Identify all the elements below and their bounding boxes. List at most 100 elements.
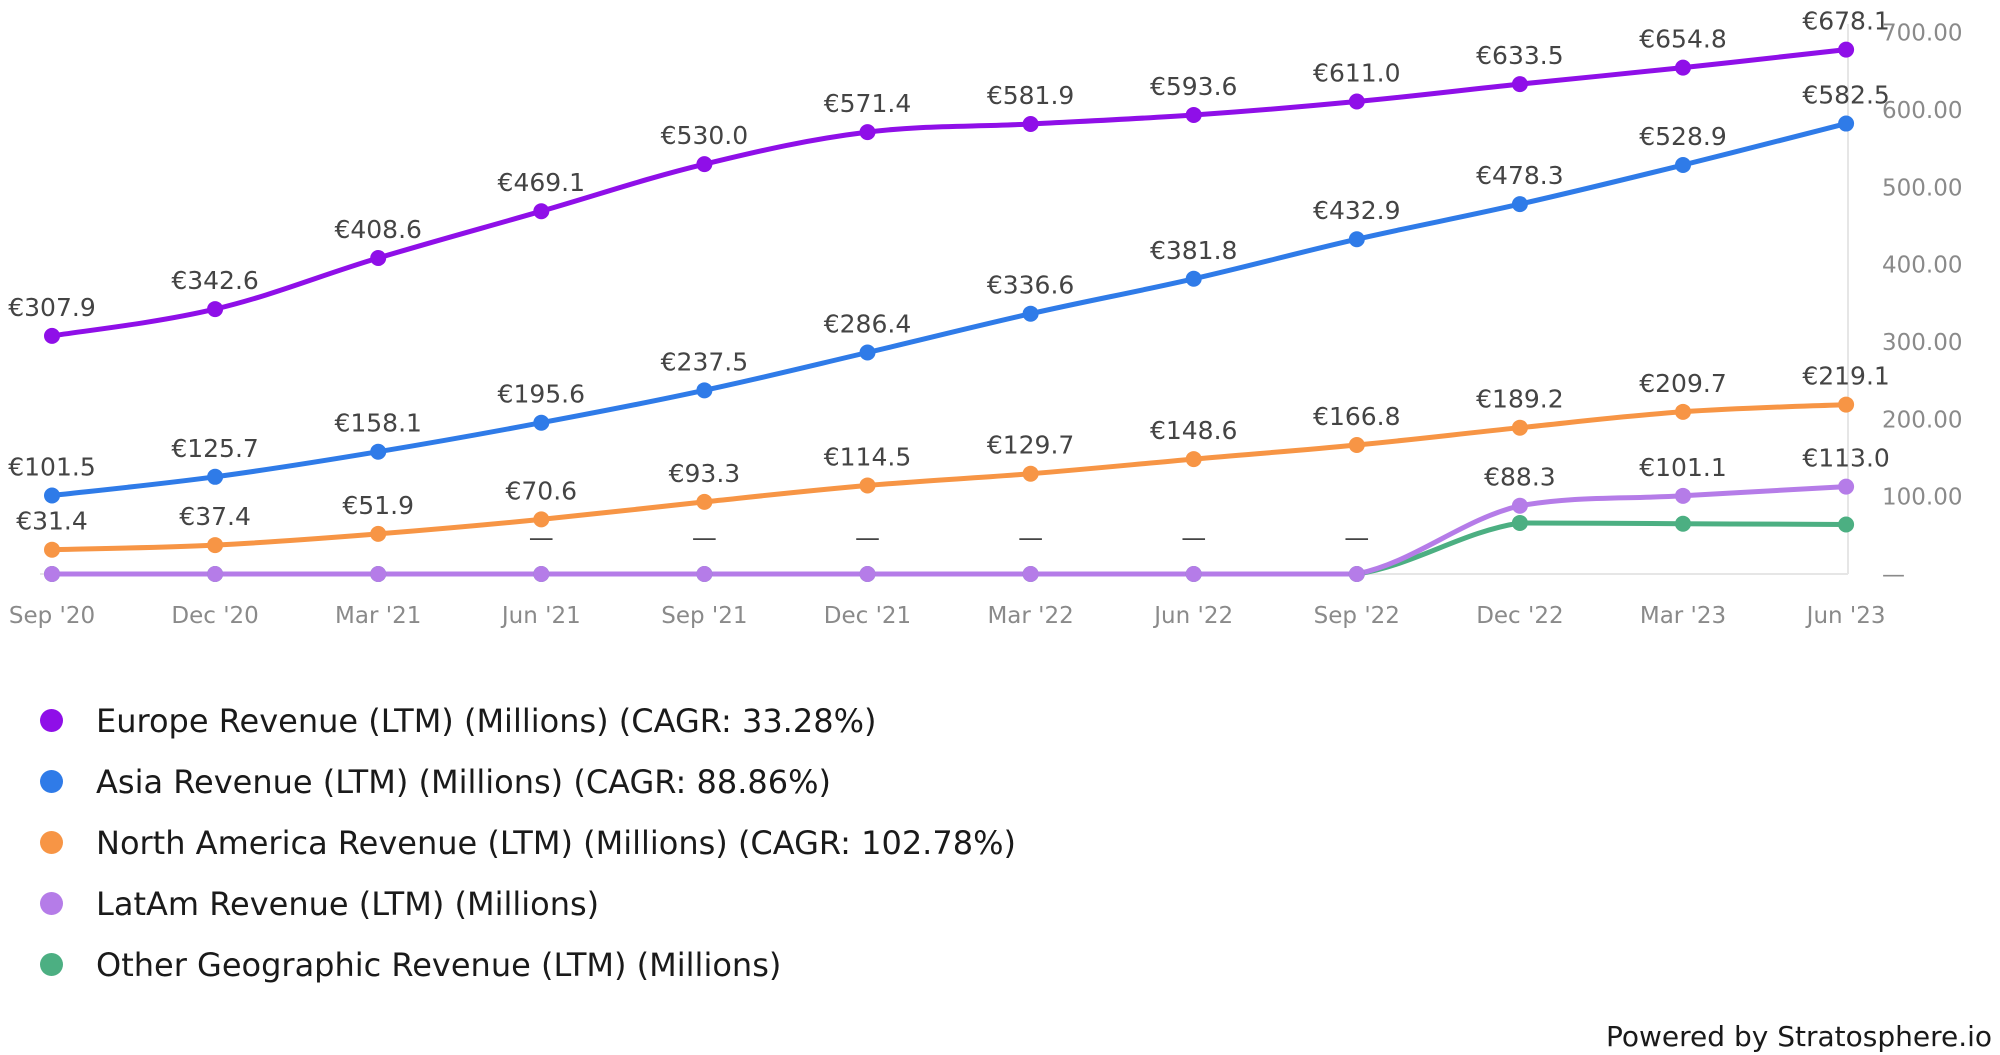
data-label-0-10: €654.8 [1639,25,1726,54]
x-tick-label-10: Mar '23 [1640,603,1726,629]
data-point-2-10[interactable] [1675,403,1691,420]
data-point-1-1[interactable] [207,468,224,485]
data-point-0-5[interactable] [859,124,876,141]
data-point-1-2[interactable] [370,443,387,460]
data-point-2-11[interactable] [1838,396,1855,413]
footer-credit: Powered by Stratosphere.io [1606,1020,1992,1053]
data-label-0-3: €469.1 [498,168,585,197]
data-point-0-9[interactable] [1511,76,1528,93]
data-point-1-5[interactable] [859,344,876,361]
data-label-1-7: €381.8 [1150,236,1237,265]
line-chart: €307.9 €342.6 €408.6 €469.1 €530.0 €571.4 €581… [8,7,1962,629]
data-label-3-11: €113.0 [1802,444,1889,473]
data-label-0-1: €342.6 [171,266,258,295]
legend-label: North America Revenue (LTM) (Millions) (… [96,823,1016,862]
x-tick-label-4: Sep '21 [661,603,747,629]
data-label-1-1: €125.7 [171,434,258,463]
series-line-1 [49,121,1849,498]
data-label-1-8: €432.9 [1313,196,1400,225]
data-label-0-4: €530.0 [661,121,748,150]
data-label-2-5: €114.5 [824,442,911,471]
y-tick-label-3: 400.00 [1882,253,1962,279]
data-point-0-10[interactable] [1675,59,1691,76]
data-point-0-6[interactable] [1022,116,1039,133]
data-label-3-7: — [1181,523,1206,552]
data-point-4-10[interactable] [1675,515,1691,532]
series-line-0 [49,47,1849,339]
legend-item-1[interactable]: Asia Revenue (LTM) (Millions) (CAGR: 88.… [40,751,1016,812]
data-label-2-8: €166.8 [1313,402,1400,431]
data-point-2-3[interactable] [533,511,550,528]
data-point-2-5[interactable] [859,477,876,494]
data-label-2-6: €129.7 [987,431,1074,460]
data-point-3-0[interactable] [44,566,60,582]
data-point-3-9[interactable] [1511,497,1528,514]
data-point-2-7[interactable] [1185,451,1202,468]
data-point-1-3[interactable] [533,414,550,431]
legend-label: LatAm Revenue (LTM) (Millions) [96,884,600,923]
legend-item-3[interactable]: LatAm Revenue (LTM) (Millions) [40,873,1016,934]
data-label-2-3: €70.6 [506,476,578,505]
data-point-1-8[interactable] [1348,231,1365,248]
data-point-0-3[interactable] [533,203,550,220]
data-point-0-2[interactable] [370,250,387,267]
data-point-4-9[interactable] [1511,514,1528,531]
series-line-2 [49,402,1849,553]
data-point-0-1[interactable] [207,301,224,318]
data-point-1-9[interactable] [1511,196,1528,213]
data-point-3-1[interactable] [207,566,224,582]
y-tick-label-0: 700.00 [1882,21,1962,47]
data-point-3-6[interactable] [1022,566,1039,582]
y-tick-label-7: — [1882,562,1905,588]
data-point-3-5[interactable] [859,566,876,582]
data-point-2-2[interactable] [370,525,387,542]
data-label-0-2: €408.6 [334,215,421,244]
data-point-2-1[interactable] [207,537,224,554]
data-point-3-10[interactable] [1675,487,1691,504]
data-label-1-2: €158.1 [334,409,421,438]
data-point-0-4[interactable] [696,156,713,173]
data-point-0-7[interactable] [1185,106,1202,123]
data-label-3-8: — [1344,523,1369,552]
data-point-2-4[interactable] [696,493,713,510]
legend-item-2[interactable]: North America Revenue (LTM) (Millions) (… [40,812,1016,873]
data-point-2-0[interactable] [44,541,60,558]
legend-label: Europe Revenue (LTM) (Millions) (CAGR: 3… [96,701,877,740]
data-point-3-4[interactable] [696,566,713,582]
data-point-0-0[interactable] [44,327,60,344]
data-label-3-6: — [1018,523,1043,552]
data-point-1-11[interactable] [1838,115,1855,132]
x-tick-label-6: Mar '22 [987,603,1073,629]
data-point-3-2[interactable] [370,566,387,582]
legend-dot-icon [40,892,63,915]
x-tick-label-9: Dec '22 [1476,603,1563,629]
legend-item-0[interactable]: Europe Revenue (LTM) (Millions) (CAGR: 3… [40,690,1016,751]
data-point-1-6[interactable] [1022,305,1039,322]
data-point-2-8[interactable] [1348,437,1365,454]
y-tick-label-5: 200.00 [1882,407,1962,433]
data-point-3-3[interactable] [533,566,550,582]
data-label-1-6: €336.6 [987,271,1074,300]
data-point-4-11[interactable] [1838,516,1855,533]
data-point-1-7[interactable] [1185,270,1202,287]
data-label-3-4: — [692,523,717,552]
data-label-1-3: €195.6 [498,380,585,409]
data-label-3-3: — [529,523,554,552]
data-point-2-9[interactable] [1511,419,1528,436]
data-label-1-5: €286.4 [824,310,911,339]
data-point-1-0[interactable] [44,487,60,504]
data-point-0-11[interactable] [1838,41,1855,58]
legend-item-4[interactable]: Other Geographic Revenue (LTM) (Millions… [40,934,1016,995]
data-point-1-4[interactable] [696,382,713,399]
data-point-3-7[interactable] [1185,566,1202,582]
data-point-0-8[interactable] [1348,93,1365,110]
series-line-4 [49,520,1849,577]
legend-dot-icon [40,770,63,793]
legend-label: Other Geographic Revenue (LTM) (Millions… [96,945,782,984]
data-label-3-5: — [855,523,880,552]
data-label-0-7: €593.6 [1150,72,1237,101]
data-point-1-10[interactable] [1675,157,1691,174]
data-point-3-11[interactable] [1838,478,1855,495]
data-point-2-6[interactable] [1022,465,1039,482]
data-point-3-8[interactable] [1348,566,1365,582]
